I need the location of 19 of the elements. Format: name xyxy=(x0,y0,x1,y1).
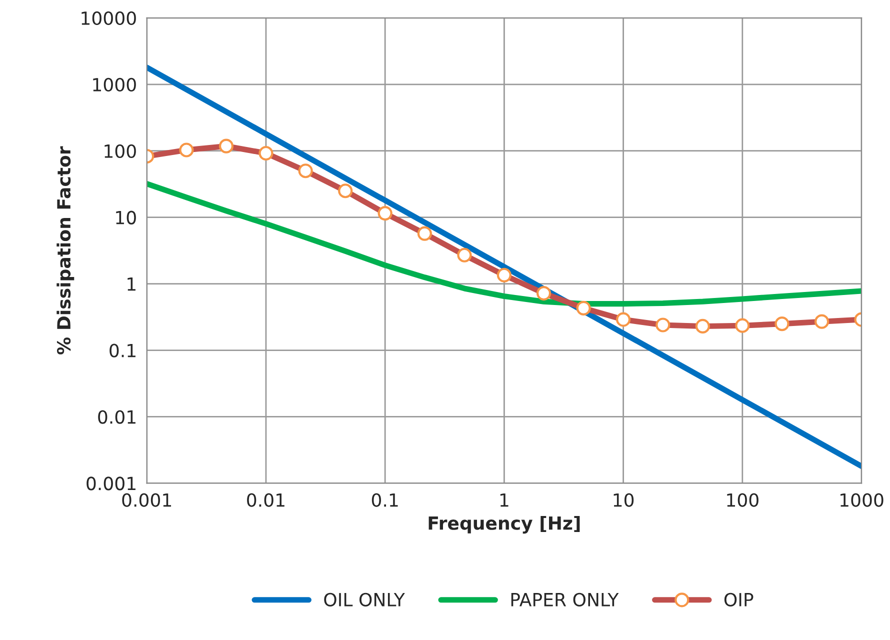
legend-label: OIP xyxy=(724,592,754,606)
y-tick-label: 100 xyxy=(104,144,136,158)
y-tick-label: 1 xyxy=(128,277,136,291)
x-tick-label: 1000 xyxy=(840,493,884,507)
x-tick-label: 0.1 xyxy=(372,493,398,507)
y-tick-label: 0.001 xyxy=(86,476,136,490)
x-tick-label: 10 xyxy=(614,493,634,507)
y-tick-label: 0.1 xyxy=(110,344,136,358)
legend-label: PAPER ONLY xyxy=(511,592,619,606)
y-tick-label: 0.01 xyxy=(98,410,136,424)
x-tick-label: 1 xyxy=(500,493,508,507)
legend-label: OIL ONLY xyxy=(324,592,405,606)
x-tick-label: 0.01 xyxy=(247,493,284,507)
y-axis-title: % Dissipation Factor xyxy=(56,146,74,354)
x-tick-label: 100 xyxy=(727,493,758,507)
y-tick-label: 10 xyxy=(116,210,136,224)
y-tick-label: 10000 xyxy=(82,11,136,26)
y-tick-label: 1000 xyxy=(93,78,136,92)
x-axis-title: Frequency [Hz] xyxy=(428,516,580,534)
